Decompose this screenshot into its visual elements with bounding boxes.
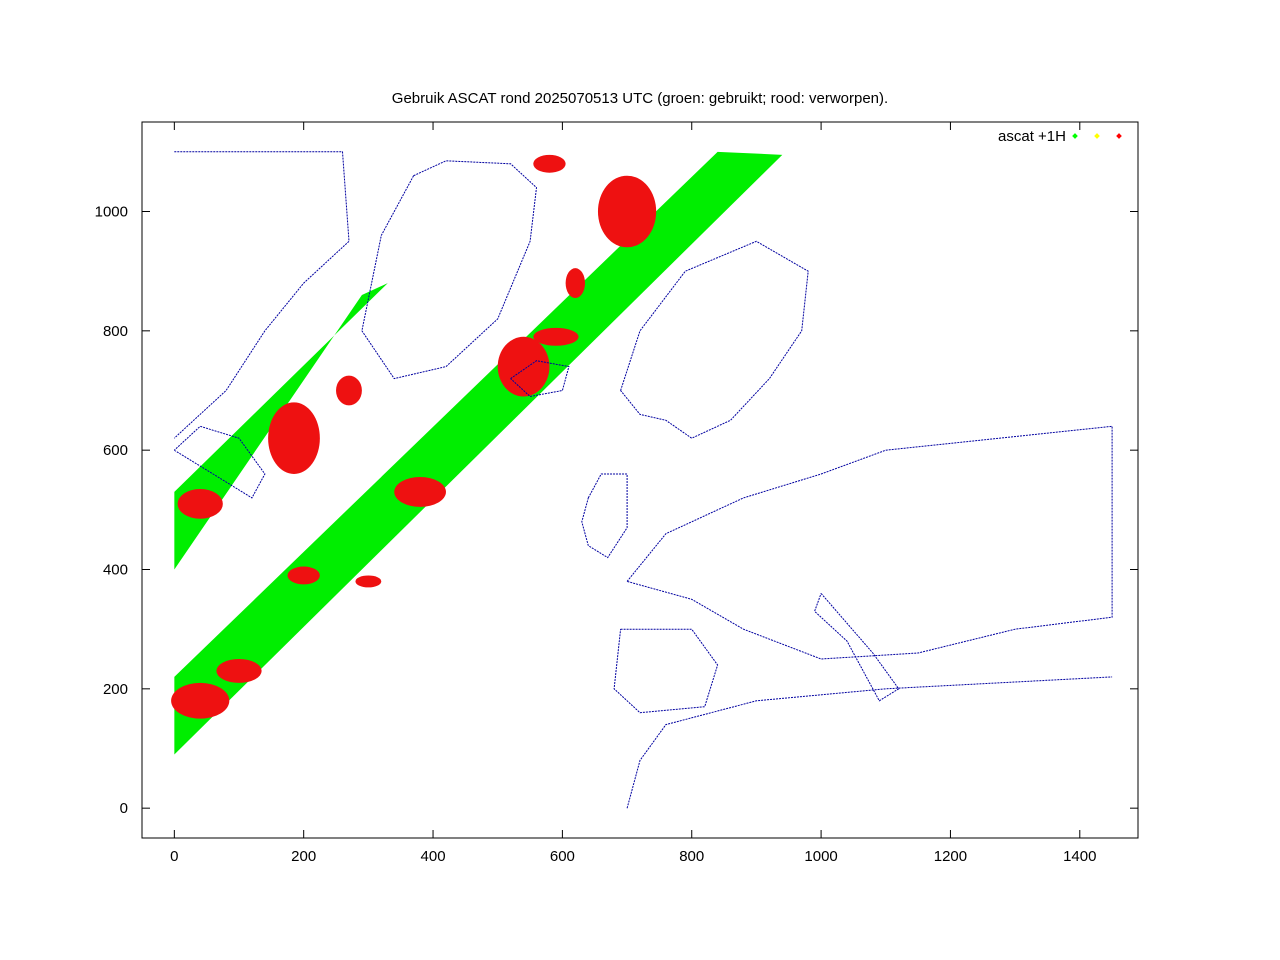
rejected-region-3 xyxy=(287,566,320,585)
x-tick-label: 600 xyxy=(550,848,575,865)
plot-content xyxy=(171,151,1113,809)
coastline-5 xyxy=(613,628,719,714)
rejected-region-6 xyxy=(497,336,550,397)
coastline-4 xyxy=(581,473,628,559)
rejected-region-4 xyxy=(355,575,382,588)
x-tick-label: 800 xyxy=(679,848,704,865)
rejected-region-9 xyxy=(597,175,657,248)
coastline-2 xyxy=(510,360,570,398)
legend: ascat +1H xyxy=(998,128,1122,145)
axis-ticks: 0 200 400 600 800 1000 1200 1400 0 200 400 600 800 10… xyxy=(95,122,1138,865)
coastline-1 xyxy=(361,160,538,380)
x-tick-label: 0 xyxy=(170,848,178,865)
coastline-3 xyxy=(620,240,809,439)
y-tick-label: 0 xyxy=(120,800,128,817)
y-tick-label: 400 xyxy=(103,562,128,579)
coastline-7 xyxy=(173,151,350,439)
rejected-region-1 xyxy=(171,682,230,719)
legend-marker-3 xyxy=(1116,133,1122,139)
y-tick-label: 200 xyxy=(103,681,128,698)
coastline-6 xyxy=(626,425,1113,660)
rejected-region-13 xyxy=(177,488,223,519)
legend-marker-1 xyxy=(1072,133,1078,139)
legend-label: ascat +1H xyxy=(998,128,1066,145)
rejected-region-7 xyxy=(533,327,579,346)
coastline-10 xyxy=(814,593,900,702)
chart-title: Gebruik ASCAT rond 2025070513 UTC (groen… xyxy=(392,90,888,107)
legend-marker-2 xyxy=(1094,133,1100,139)
x-tick-label: 1400 xyxy=(1063,848,1096,865)
plot-frame xyxy=(141,121,1139,839)
x-tick-label: 1200 xyxy=(934,848,967,865)
coastline-9 xyxy=(626,676,1113,809)
x-tick-label: 1000 xyxy=(804,848,837,865)
rejected-region-12 xyxy=(336,375,362,406)
swath-1 xyxy=(174,151,783,755)
coastline-8 xyxy=(173,425,266,499)
rejected-region-8 xyxy=(565,268,586,299)
rejected-region-11 xyxy=(268,402,320,475)
rejected-region-5 xyxy=(394,477,446,507)
y-tick-label: 1000 xyxy=(95,204,128,221)
x-tick-label: 400 xyxy=(421,848,446,865)
y-tick-label: 600 xyxy=(103,442,128,459)
rejected-region-10 xyxy=(533,154,566,173)
x-tick-label: 200 xyxy=(291,848,316,865)
y-tick-label: 800 xyxy=(103,323,128,340)
rejected-region-2 xyxy=(216,659,262,683)
